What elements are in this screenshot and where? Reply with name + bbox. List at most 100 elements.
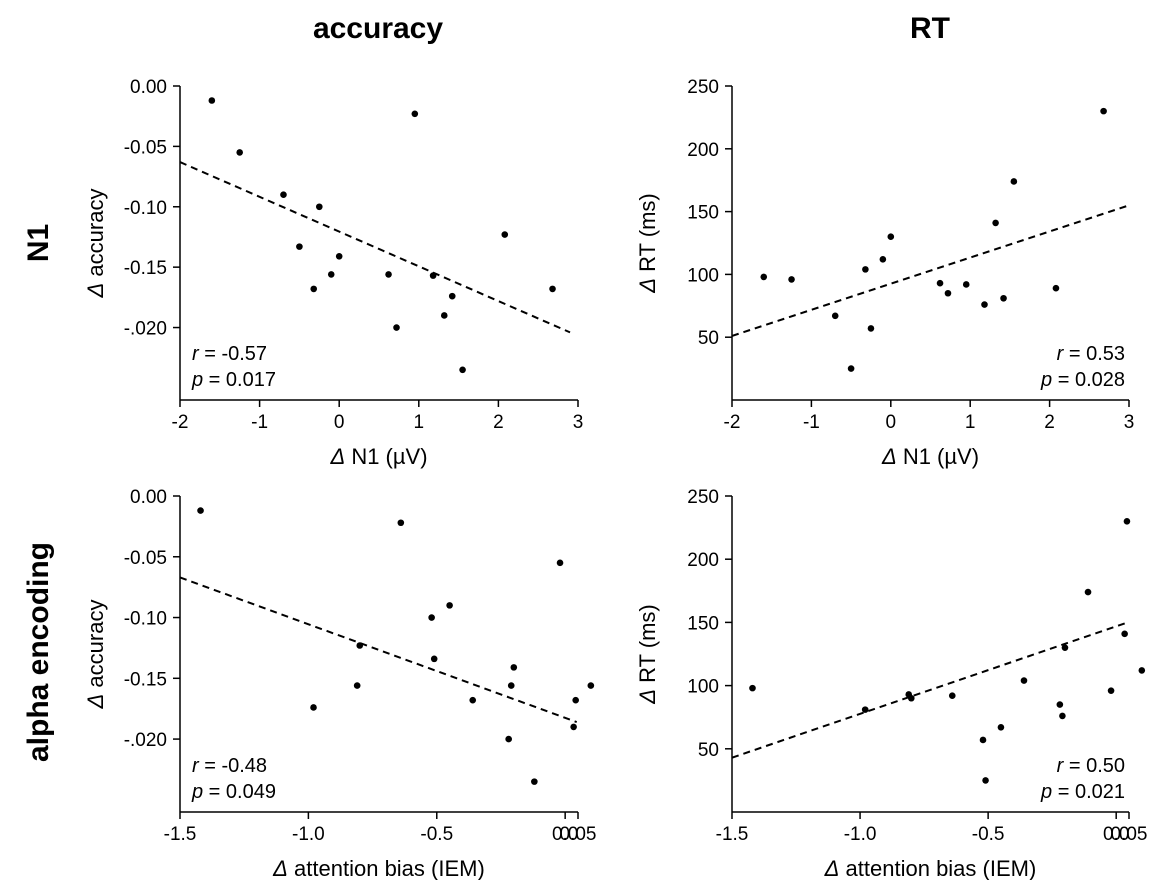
- data-point: [992, 219, 999, 227]
- r-symbol: r: [1057, 343, 1065, 365]
- x-tick-label: 2: [1044, 412, 1055, 433]
- data-point: [549, 285, 556, 293]
- x-axis-label-text: N1 (µV): [345, 444, 427, 469]
- data-point: [208, 97, 216, 104]
- y-tick-label: -0.05: [124, 548, 167, 569]
- x-tick-label: 0.0: [1103, 824, 1129, 845]
- p-symbol: p: [191, 781, 203, 803]
- y-axis-label: Δ accuracy: [83, 600, 108, 710]
- data-point: [501, 231, 509, 238]
- y-axis-label-delta: Δ: [83, 694, 108, 710]
- data-point: [280, 191, 287, 198]
- y-tick-label: -.020: [124, 319, 167, 340]
- data-point: [570, 723, 577, 731]
- x-axis-label-text: attention bias (IEM): [288, 856, 485, 880]
- x-axis-label-text: attention bias (IEM): [839, 856, 1036, 880]
- x-tick-label: -0.5: [420, 824, 453, 845]
- data-point: [1123, 517, 1131, 525]
- data-point: [749, 684, 756, 692]
- p-value-text: p = 0.017: [191, 369, 276, 391]
- data-point: [197, 507, 204, 514]
- data-point: [469, 696, 477, 704]
- data-point: [879, 256, 887, 263]
- x-tick-label: 0: [886, 412, 897, 433]
- y-tick-label: 0.00: [130, 77, 167, 98]
- data-point: [440, 312, 448, 319]
- data-point: [979, 736, 987, 744]
- p-value: = 0.049: [203, 781, 276, 803]
- data-point: [430, 655, 438, 663]
- x-tick-label: 0.0: [552, 824, 578, 845]
- p-value: = 0.021: [1052, 781, 1125, 803]
- x-tick-label: -0.5: [972, 824, 1005, 845]
- y-axis-label-text: accuracy: [83, 600, 108, 694]
- r-value-text: r = 0.53: [1057, 343, 1125, 365]
- y-axis-label-delta: Δ: [83, 283, 108, 299]
- column-title-rt: RT: [910, 12, 950, 45]
- p-value-text: p = 0.021: [1040, 781, 1125, 803]
- y-tick-label: 100: [687, 677, 719, 698]
- x-axis-label-delta: Δ: [881, 444, 897, 469]
- data-point: [936, 279, 944, 287]
- data-point: [867, 325, 875, 332]
- regression-line: [179, 161, 571, 334]
- x-tick-label: 0.05: [560, 824, 597, 845]
- data-point: [1056, 701, 1064, 708]
- x-tick-label: -1: [251, 412, 268, 433]
- x-tick-label: 1: [414, 412, 425, 433]
- p-value-text: p = 0.028: [1040, 369, 1125, 391]
- data-point: [907, 694, 915, 702]
- y-tick-label: -0.05: [124, 137, 167, 158]
- regression-line: [731, 621, 1129, 759]
- data-point: [459, 366, 466, 374]
- data-point: [429, 272, 437, 279]
- p-symbol: p: [1040, 369, 1052, 391]
- x-tick-label: 1: [965, 412, 976, 433]
- data-point: [428, 614, 435, 621]
- data-point: [310, 704, 317, 711]
- data-point: [1100, 107, 1107, 115]
- x-tick-label: 3: [573, 412, 584, 433]
- data-point: [531, 778, 538, 785]
- y-axis-label-text: accuracy: [83, 189, 108, 283]
- x-tick-label: -1.5: [164, 824, 197, 845]
- data-point: [1052, 284, 1060, 292]
- data-point: [446, 602, 453, 609]
- x-tick-label: 0: [334, 412, 345, 433]
- regression-line: [731, 204, 1130, 337]
- y-tick-label: 250: [687, 77, 719, 98]
- x-tick-label: -2: [172, 412, 189, 433]
- data-point: [393, 324, 400, 331]
- x-tick-label: 0.05: [1111, 824, 1148, 845]
- data-point: [236, 149, 243, 156]
- data-point: [1084, 588, 1092, 596]
- data-point: [356, 642, 364, 649]
- row-title-n1: N1: [22, 224, 55, 262]
- x-tick-label: 2: [493, 412, 504, 433]
- data-point: [572, 696, 579, 704]
- y-tick-label: 250: [687, 487, 719, 508]
- r-value: = -0.57: [199, 343, 267, 365]
- data-point: [411, 110, 419, 118]
- y-tick-label: -0.15: [124, 669, 167, 690]
- y-tick-label: -0.10: [124, 198, 167, 219]
- r-value: = 0.53: [1063, 343, 1125, 365]
- data-point: [1010, 178, 1018, 185]
- data-point: [316, 203, 323, 211]
- y-tick-label: 50: [698, 328, 719, 349]
- data-point: [847, 365, 855, 372]
- data-point: [335, 252, 343, 260]
- y-axis-label: Δ RT (ms): [635, 193, 660, 294]
- y-tick-label: 150: [687, 203, 719, 224]
- y-axis-label-text: RT (ms): [635, 193, 660, 278]
- data-point: [385, 271, 392, 278]
- regression-line: [179, 576, 578, 724]
- x-axis-label-text: N1 (µV): [897, 444, 979, 469]
- column-title-accuracy: accuracy: [313, 12, 443, 45]
- data-point: [944, 289, 952, 297]
- y-tick-label: 100: [687, 265, 719, 286]
- r-value-text: r = -0.57: [192, 343, 267, 365]
- data-point: [887, 233, 895, 241]
- data-point: [448, 292, 456, 300]
- r-value: = 0.50: [1063, 755, 1125, 777]
